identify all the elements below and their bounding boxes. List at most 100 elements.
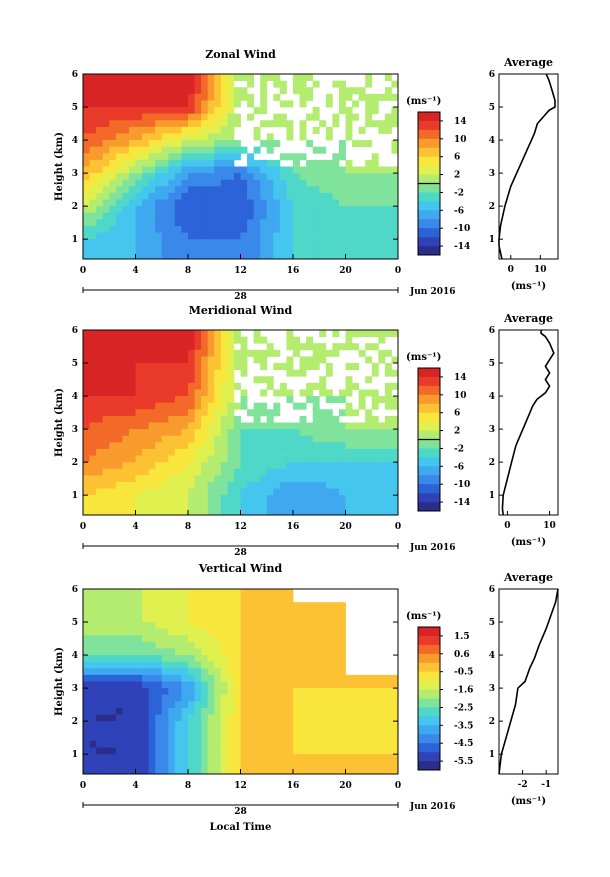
heatmap-cell (293, 402, 300, 410)
heatmap-cell (253, 707, 261, 715)
heatmap-cell (338, 429, 346, 437)
heatmap-cell (338, 448, 346, 456)
heatmap-cell (89, 107, 97, 115)
heatmap-cell (188, 635, 195, 643)
heatmap-cell (227, 495, 235, 503)
heatmap-cell (122, 376, 130, 384)
heatmap-cell (253, 602, 261, 610)
heatmap-cell (201, 668, 209, 676)
heatmap-cell (299, 252, 307, 260)
date-day: 28 (234, 292, 247, 302)
heatmap-cell (227, 701, 235, 709)
heatmap-cell (227, 336, 235, 344)
heatmap-cell (293, 429, 300, 437)
heatmap-cell (371, 462, 379, 470)
colorbar-segment (418, 761, 440, 771)
heatmap-cell (128, 475, 136, 483)
heatmap-cell (253, 245, 261, 253)
heatmap-cell (233, 245, 241, 253)
heatmap-cell (365, 245, 373, 253)
heatmap-cell (142, 435, 150, 443)
heatmap-cell (345, 429, 353, 437)
heatmap-cell (207, 252, 215, 260)
heatmap-cell (260, 760, 268, 768)
heatmap-cell (188, 74, 195, 82)
heatmap-cell (306, 734, 314, 742)
heatmap-cell (89, 173, 97, 181)
heatmap-cell (201, 628, 209, 636)
heatmap-cell (371, 100, 379, 108)
heatmap-cell (358, 349, 366, 357)
heatmap-cell (306, 343, 314, 351)
x-tick-label: 16 (287, 522, 300, 532)
heatmap-cell (293, 159, 300, 167)
heatmap-cell (207, 608, 215, 616)
heatmap-cell (299, 80, 307, 88)
heatmap-cell (332, 481, 340, 489)
heatmap-cell (352, 192, 360, 200)
heatmap-cell (227, 219, 235, 227)
heatmap-cell (109, 721, 117, 729)
heatmap-cell (122, 589, 130, 597)
heatmap-cell (161, 245, 169, 253)
heatmap-cell (161, 747, 169, 755)
heatmap-cell (279, 714, 287, 722)
heatmap-cell (115, 628, 123, 636)
heatmap-cell (128, 409, 136, 417)
x-tick-label: 0 (395, 781, 401, 791)
heatmap-cell (194, 402, 202, 410)
heatmap-cell (240, 595, 248, 603)
heatmap-cell (135, 694, 143, 702)
heatmap-cell (247, 740, 255, 748)
heatmap-cell (253, 415, 261, 423)
heatmap-cell (115, 179, 123, 187)
heatmap-cell (253, 448, 261, 456)
heatmap-cell (122, 382, 130, 390)
heatmap-cell (89, 635, 97, 643)
heatmap-cell (207, 694, 215, 702)
heatmap-cell (266, 747, 274, 755)
heatmap-cell (319, 501, 327, 509)
heatmap-cell (227, 481, 235, 489)
heatmap-cell (233, 628, 241, 636)
heatmap-cell (174, 80, 182, 88)
heatmap-cell (181, 435, 189, 443)
heatmap-cell (155, 462, 163, 470)
heatmap-cell (233, 173, 241, 181)
heatmap-cell (279, 422, 287, 430)
heatmap-cell (96, 166, 104, 174)
heatmap-cell (365, 707, 373, 715)
heatmap-cell (83, 159, 90, 167)
heatmap-cell (174, 74, 182, 82)
heatmap-cell (83, 166, 90, 174)
heatmap-cell (233, 602, 241, 610)
heatmap-cell (260, 363, 268, 371)
heatmap-cell (174, 146, 182, 154)
heatmap-cell (253, 760, 261, 768)
heatmap-cell (102, 694, 110, 702)
heatmap-cell (207, 120, 215, 128)
heatmap-cell (188, 330, 195, 338)
heatmap-cell (378, 462, 386, 470)
heatmap-cell (207, 219, 215, 227)
heatmap-cell (128, 396, 136, 404)
heatmap-cell (161, 734, 169, 742)
heatmap-cell (96, 87, 104, 95)
heatmap-cell (365, 192, 373, 200)
heatmap-cell (384, 760, 392, 768)
heatmap-cell (207, 435, 215, 443)
heatmap-cell (128, 173, 136, 181)
colorbar-unit: (ms⁻¹) (406, 96, 441, 107)
heatmap-cell (253, 655, 261, 663)
heatmap-cell (207, 707, 215, 715)
colorbar-segment (418, 376, 440, 387)
heatmap-cell (102, 415, 110, 423)
heatmap-cell (148, 608, 156, 616)
heatmap-cell (279, 382, 287, 390)
heatmap-cell (148, 140, 156, 148)
heatmap-cell (148, 694, 156, 702)
heatmap-cell (312, 402, 320, 410)
heatmap-cell (201, 475, 209, 483)
heatmap-cell (240, 661, 248, 669)
heatmap-cell (371, 714, 379, 722)
